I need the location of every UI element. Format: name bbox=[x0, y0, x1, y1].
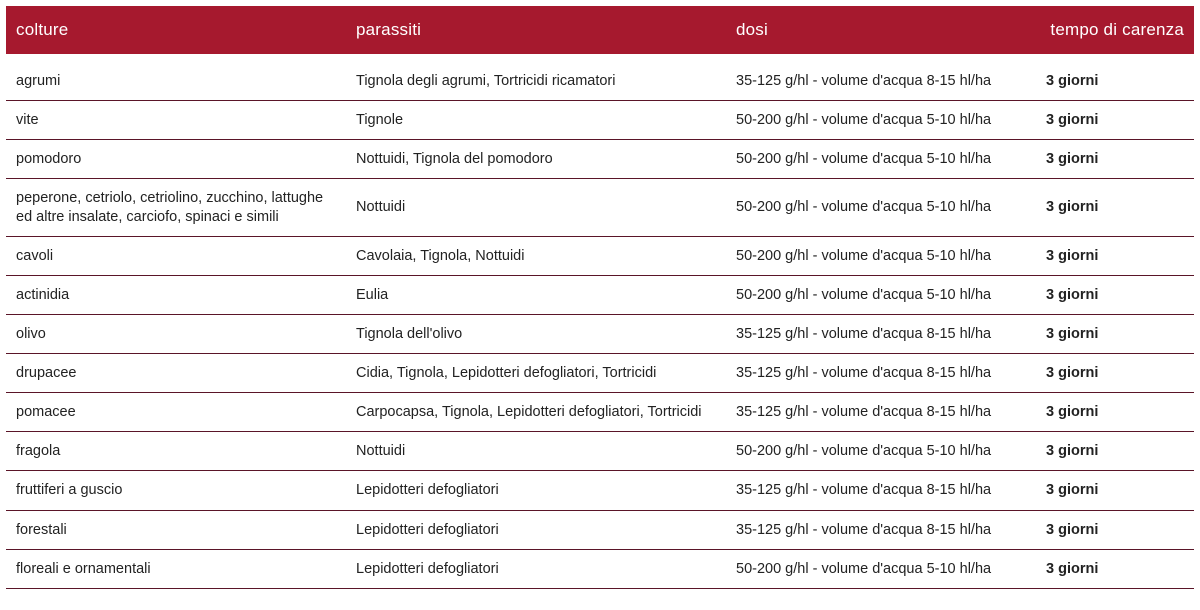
cell-parassiti: Tignole bbox=[346, 101, 726, 140]
table-row: fragola Nottuidi50-200 g/hl - volume d'a… bbox=[6, 432, 1194, 471]
cell-parassiti: Eulia bbox=[346, 275, 726, 314]
cell-colture: forestali bbox=[6, 510, 346, 549]
cell-colture: peperone, cetriolo, cetriolino, zucchino… bbox=[6, 179, 346, 236]
cell-parassiti: Tignola dell'olivo bbox=[346, 314, 726, 353]
cell-dosi: 35-125 g/hl - volume d'acqua 8-15 hl/ha bbox=[726, 471, 1036, 510]
cell-tempo: 3 giorni bbox=[1036, 236, 1194, 275]
cell-dosi: 50-200 g/hl - volume d'acqua 5-10 hl/ha bbox=[726, 236, 1036, 275]
cell-tempo: 3 giorni bbox=[1036, 275, 1194, 314]
col-parassiti: parassiti bbox=[346, 6, 726, 54]
cell-parassiti: Nottuidi, Tignola del pomodoro bbox=[346, 140, 726, 179]
cell-tempo: 3 giorni bbox=[1036, 510, 1194, 549]
cell-dosi: 35-125 g/hl - volume d'acqua 8-15 hl/ha bbox=[726, 54, 1036, 101]
cell-tempo: 3 giorni bbox=[1036, 140, 1194, 179]
col-colture: colture bbox=[6, 6, 346, 54]
cell-tempo: 3 giorni bbox=[1036, 314, 1194, 353]
cell-colture: fragola bbox=[6, 432, 346, 471]
cell-dosi: 50-200 g/hl - volume d'acqua 5-10 hl/ha bbox=[726, 101, 1036, 140]
cell-parassiti: Cavolaia, Tignola, Nottuidi bbox=[346, 236, 726, 275]
table-row: drupaceeCidia, Tignola, Lepidotteri defo… bbox=[6, 354, 1194, 393]
cell-tempo: 3 giorni bbox=[1036, 354, 1194, 393]
cell-colture: floreali e ornamentali bbox=[6, 549, 346, 588]
cell-colture: fruttiferi a guscio bbox=[6, 471, 346, 510]
cell-colture: pomacee bbox=[6, 393, 346, 432]
cell-tempo: 3 giorni bbox=[1036, 101, 1194, 140]
table-row: floreali e ornamentaliLepidotteri defogl… bbox=[6, 549, 1194, 588]
cell-dosi: 35-125 g/hl - volume d'acqua 8-15 hl/ha bbox=[726, 393, 1036, 432]
col-dosi: dosi bbox=[726, 6, 1036, 54]
cell-parassiti: Lepidotteri defogliatori bbox=[346, 510, 726, 549]
cell-dosi: 50-200 g/hl - volume d'acqua 5-10 hl/ha bbox=[726, 432, 1036, 471]
cell-tempo: 3 giorni bbox=[1036, 54, 1194, 101]
table-row: fruttiferi a guscioLepidotteri defogliat… bbox=[6, 471, 1194, 510]
cell-tempo: 3 giorni bbox=[1036, 471, 1194, 510]
cell-colture: vite bbox=[6, 101, 346, 140]
table-row: cavoliCavolaia, Tignola, Nottuidi50-200 … bbox=[6, 236, 1194, 275]
table-row: agrumiTignola degli agrumi, Tortricidi r… bbox=[6, 54, 1194, 101]
table-body: agrumiTignola degli agrumi, Tortricidi r… bbox=[6, 54, 1194, 588]
cell-parassiti: Nottuidi bbox=[346, 179, 726, 236]
table-row: forestaliLepidotteri defogliatori35-125 … bbox=[6, 510, 1194, 549]
col-tempo: tempo di carenza bbox=[1036, 6, 1194, 54]
table-row: olivoTignola dell'olivo35-125 g/hl - vol… bbox=[6, 314, 1194, 353]
cell-tempo: 3 giorni bbox=[1036, 432, 1194, 471]
table-row: pomodoroNottuidi, Tignola del pomodoro50… bbox=[6, 140, 1194, 179]
cell-parassiti: Nottuidi bbox=[346, 432, 726, 471]
cell-tempo: 3 giorni bbox=[1036, 393, 1194, 432]
cell-colture: cavoli bbox=[6, 236, 346, 275]
cell-colture: actinidia bbox=[6, 275, 346, 314]
cell-parassiti: Carpocapsa, Tignola, Lepidotteri defogli… bbox=[346, 393, 726, 432]
cell-dosi: 50-200 g/hl - volume d'acqua 5-10 hl/ha bbox=[726, 549, 1036, 588]
table-row: viteTignole50-200 g/hl - volume d'acqua … bbox=[6, 101, 1194, 140]
table-row: pomaceeCarpocapsa, Tignola, Lepidotteri … bbox=[6, 393, 1194, 432]
cell-dosi: 50-200 g/hl - volume d'acqua 5-10 hl/ha bbox=[726, 275, 1036, 314]
cell-dosi: 35-125 g/hl - volume d'acqua 8-15 hl/ha bbox=[726, 354, 1036, 393]
cell-colture: pomodoro bbox=[6, 140, 346, 179]
cell-parassiti: Lepidotteri defogliatori bbox=[346, 549, 726, 588]
cell-parassiti: Cidia, Tignola, Lepidotteri defogliatori… bbox=[346, 354, 726, 393]
cell-parassiti: Lepidotteri defogliatori bbox=[346, 471, 726, 510]
cell-parassiti: Tignola degli agrumi, Tortricidi ricamat… bbox=[346, 54, 726, 101]
cell-dosi: 35-125 g/hl - volume d'acqua 8-15 hl/ha bbox=[726, 314, 1036, 353]
cell-dosi: 50-200 g/hl - volume d'acqua 5-10 hl/ha bbox=[726, 140, 1036, 179]
table-header: colture parassiti dosi tempo di carenza bbox=[6, 6, 1194, 54]
cell-dosi: 35-125 g/hl - volume d'acqua 8-15 hl/ha bbox=[726, 510, 1036, 549]
cell-tempo: 3 giorni bbox=[1036, 549, 1194, 588]
cell-tempo: 3 giorni bbox=[1036, 179, 1194, 236]
table-row: actinidiaEulia50-200 g/hl - volume d'acq… bbox=[6, 275, 1194, 314]
crop-pesticide-table: colture parassiti dosi tempo di carenza … bbox=[6, 6, 1194, 589]
cell-colture: drupacee bbox=[6, 354, 346, 393]
cell-colture: agrumi bbox=[6, 54, 346, 101]
cell-dosi: 50-200 g/hl - volume d'acqua 5-10 hl/ha bbox=[726, 179, 1036, 236]
table-row: peperone, cetriolo, cetriolino, zucchino… bbox=[6, 179, 1194, 236]
cell-colture: olivo bbox=[6, 314, 346, 353]
